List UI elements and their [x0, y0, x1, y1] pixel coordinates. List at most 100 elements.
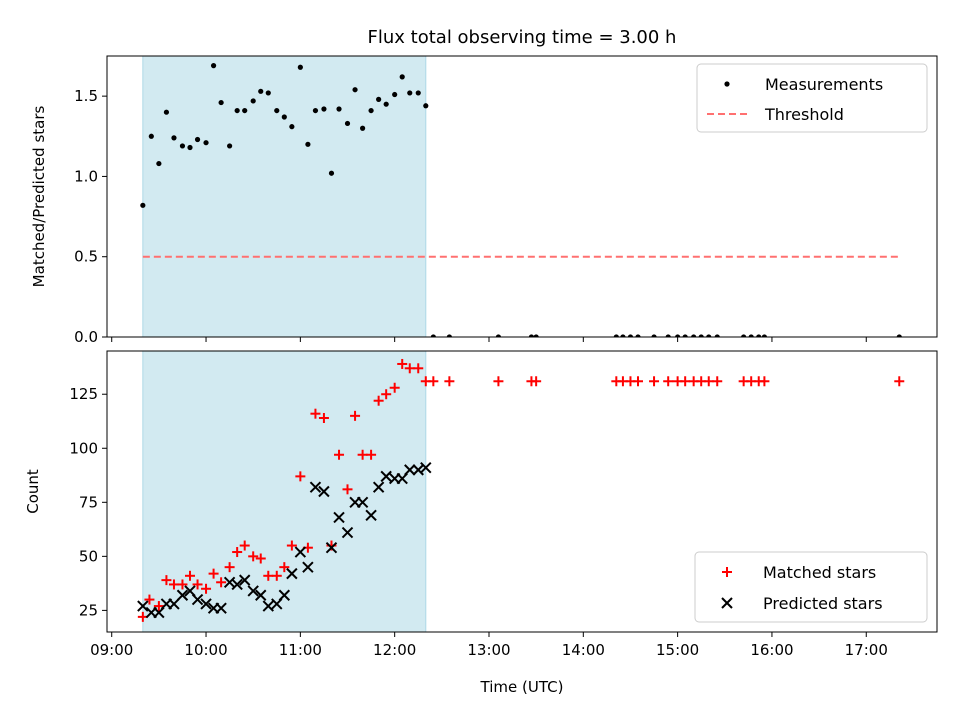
measurement-point: [706, 334, 712, 337]
matched-star-point: [161, 575, 172, 586]
predicted-star-point: [255, 589, 267, 601]
predicted-star-point: [333, 511, 345, 524]
matched-star-point: [531, 376, 542, 387]
measurement-point: [321, 106, 327, 112]
top-frame: [106, 55, 938, 338]
measurement-point: [698, 334, 704, 337]
measurement-point: [242, 107, 248, 114]
predicted-star-point: [200, 598, 212, 610]
matched-star-point: [224, 562, 235, 573]
matched-star-point: [350, 410, 361, 421]
top-y-axis-label: Matched/Predicted stars: [30, 106, 48, 288]
measurement-point: [423, 103, 429, 109]
matched-star-point: [381, 389, 392, 400]
predicted-star-point: [176, 589, 189, 601]
matched-star-point: [357, 449, 368, 460]
bottom-marks: [137, 358, 905, 622]
predicted-star-point: [247, 585, 259, 597]
predicted-star-point: [215, 602, 227, 614]
matched-star-point: [271, 570, 282, 581]
matched-star-point: [263, 570, 274, 581]
x-tick-label: 10:00: [184, 641, 227, 659]
matched-star-point: [208, 568, 219, 579]
bottom-panel: 25 50 75 100 125 09:00 10:00 11:00 12:00 13:00 14:…: [24, 350, 938, 659]
bottom-frame: [106, 350, 938, 633]
matched-star-point: [201, 583, 212, 594]
legend-matched-marker: [722, 567, 732, 577]
measurement-point: [675, 334, 681, 337]
measurement-point: [148, 133, 154, 139]
measurement-point: [714, 334, 720, 337]
matched-star-point: [373, 395, 384, 406]
bottom-y-tick-label: 100: [69, 439, 98, 457]
bottom-y-tick-label: 125: [69, 385, 98, 403]
chart-title: Flux total observing time = 3.00 h: [368, 27, 677, 48]
predicted-star-point: [137, 600, 149, 612]
predicted-star-point: [238, 574, 251, 586]
measurement-point: [399, 74, 405, 80]
matched-star-point: [649, 376, 660, 387]
predicted-star-point: [380, 470, 392, 483]
matched-star-point: [428, 376, 439, 387]
measurement-point: [613, 334, 619, 337]
bottom-legend: Matched stars Predicted stars: [694, 551, 928, 623]
predicted-star-point: [231, 578, 243, 591]
legend-measurement-marker: [724, 81, 730, 87]
top-y-tick-label: 1.5: [74, 87, 98, 105]
matched-star-point: [703, 376, 714, 387]
measurement-point: [896, 334, 902, 337]
measurement-point: [528, 334, 535, 337]
measurement-point: [368, 107, 374, 114]
matched-star-point: [366, 449, 377, 460]
matched-star-point: [248, 551, 259, 562]
measurement-point: [203, 140, 209, 146]
measurement-point: [289, 124, 295, 130]
measurement-point: [227, 143, 233, 149]
measurement-point: [533, 334, 539, 337]
matched-star-point: [389, 382, 400, 393]
measurement-point: [218, 99, 224, 106]
matched-star-point: [216, 577, 227, 588]
matched-star-point: [153, 601, 164, 612]
x-tick-label: 11:00: [279, 641, 322, 659]
measurement-point: [210, 63, 217, 69]
matched-star-point: [177, 579, 188, 590]
matched-star-point: [493, 376, 504, 387]
predicted-star-point: [356, 496, 369, 509]
measurement-point: [376, 96, 382, 102]
measurement-point: [415, 90, 421, 96]
predicted-star-point: [309, 481, 322, 493]
legend-box: [696, 63, 928, 133]
bottom-y-tick-label: 25: [79, 601, 98, 619]
predicted-star-point: [191, 593, 204, 606]
measurement-point: [305, 141, 311, 147]
x-tick-label: 16:00: [750, 641, 793, 659]
measurement-point: [274, 107, 280, 114]
matched-star-point: [342, 484, 353, 495]
predicted-star-point: [365, 509, 377, 521]
predicted-star-point: [302, 561, 314, 573]
measurement-point: [297, 64, 303, 70]
matched-star-point: [680, 376, 691, 387]
matched-star-point: [232, 547, 243, 558]
measurement-point: [328, 170, 335, 176]
matched-star-point: [144, 594, 155, 605]
measurement-point: [258, 88, 264, 94]
x-tick-label: 09:00: [90, 641, 133, 659]
matched-star-point: [185, 570, 195, 581]
measurement-point: [187, 144, 193, 151]
legend-matched-label: Matched stars: [763, 563, 876, 582]
x-tick-label: 12:00: [373, 641, 416, 659]
matched-star-point: [894, 376, 905, 387]
x-axis-label: Time (UTC): [480, 678, 564, 696]
predicted-star-point: [262, 600, 274, 612]
measurement-point: [665, 334, 671, 337]
matched-star-point: [712, 376, 723, 387]
measurement-point: [336, 106, 342, 112]
measurement-point: [748, 334, 754, 337]
measurement-point: [383, 101, 389, 107]
measurement-point: [691, 334, 697, 337]
measurement-point: [761, 334, 767, 337]
matched-star-point: [286, 540, 297, 551]
measurement-point: [741, 334, 747, 337]
